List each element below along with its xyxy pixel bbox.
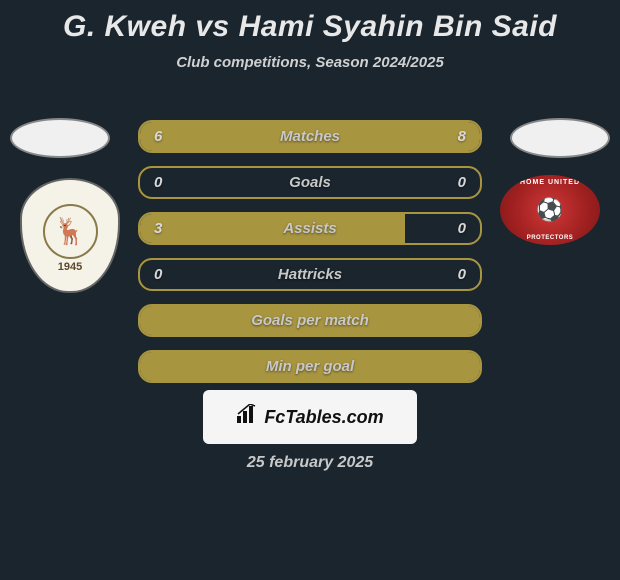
club-year-left: 1945 — [58, 261, 82, 273]
deer-icon: 🦌 — [54, 216, 86, 247]
stat-value-right: 0 — [458, 174, 466, 191]
page-title: G. Kweh vs Hami Syahin Bin Said — [0, 0, 620, 44]
club-name-right-bottom: PROTECTORS — [527, 235, 574, 241]
stat-row-hattricks: 0 Hattricks 0 — [138, 258, 482, 291]
club-badge-left: 🦌 1945 — [20, 178, 120, 293]
stat-row-gpm: Goals per match — [138, 304, 482, 337]
stat-label: Goals per match — [140, 312, 480, 329]
subtitle: Club competitions, Season 2024/2025 — [0, 54, 620, 71]
stat-label: Goals — [140, 174, 480, 191]
chart-icon — [236, 404, 258, 430]
stat-value-right: 8 — [458, 128, 466, 145]
lion-icon: ⚽ — [536, 197, 563, 223]
stat-row-assists: 3 Assists 0 — [138, 212, 482, 245]
stat-row-matches: 6 Matches 8 — [138, 120, 482, 153]
brand-box[interactable]: FcTables.com — [203, 390, 417, 444]
brand-text: FcTables.com — [264, 407, 383, 428]
stat-label: Hattricks — [140, 266, 480, 283]
stat-row-goals: 0 Goals 0 — [138, 166, 482, 199]
club-badge-right: HOME UNITED ⚽ PROTECTORS — [500, 175, 600, 245]
stat-row-mpg: Min per goal — [138, 350, 482, 383]
country-flag-right — [510, 118, 610, 158]
country-flag-left — [10, 118, 110, 158]
stat-value-right: 0 — [458, 266, 466, 283]
stat-label: Matches — [140, 128, 480, 145]
club-name-right-top: HOME UNITED — [520, 179, 580, 186]
stat-value-right: 0 — [458, 220, 466, 237]
stat-label: Assists — [140, 220, 480, 237]
date-label: 25 february 2025 — [0, 454, 620, 472]
stat-label: Min per goal — [140, 358, 480, 375]
stats-container: 6 Matches 8 0 Goals 0 3 Assists 0 0 Hatt… — [138, 120, 482, 396]
